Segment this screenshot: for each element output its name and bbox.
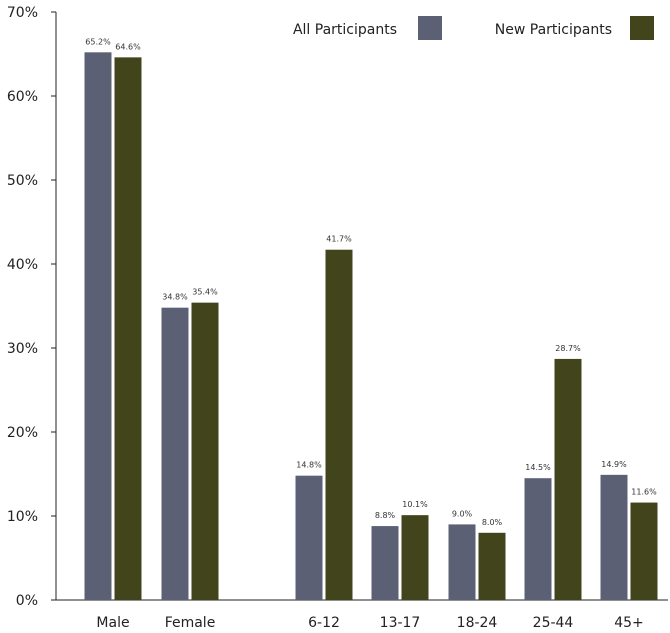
x-tick-label: 45+ [614,615,644,631]
x-tick-label: Male [96,615,129,631]
x-tick-label: 18-24 [457,615,498,631]
y-tick-label: 40% [7,257,38,273]
y-tick-label: 10% [7,509,38,525]
bar-new-participants [630,502,658,600]
bar-new-participants [325,249,353,600]
bar-new-participants [114,57,142,601]
y-tick-label: 50% [7,173,38,189]
bar-all-participants [524,478,552,600]
data-label: 14.5% [525,463,551,472]
data-label: 64.6% [115,42,141,51]
data-label: 41.7% [326,235,352,244]
bar-all-participants [600,474,628,600]
x-tick-label: 13-17 [380,615,421,631]
data-label: 14.9% [601,460,627,469]
x-tick-label: 25-44 [533,615,574,631]
y-tick-label: 70% [7,5,38,21]
data-label: 14.8% [296,461,322,470]
legend-swatch [418,16,442,40]
bar-all-participants [295,475,323,600]
bar-all-participants [161,307,189,600]
bar-new-participants [478,532,506,600]
legend-label: All Participants [293,22,397,38]
legend-label: New Participants [495,22,612,38]
y-tick-label: 30% [7,341,38,357]
bar-all-participants [84,52,112,600]
data-label: 28.7% [555,344,581,353]
data-label: 11.6% [631,488,657,497]
bar-new-participants [554,358,582,600]
bar-all-participants [448,524,476,600]
data-label: 9.0% [452,509,473,518]
data-label: 65.2% [85,37,111,46]
bar-new-participants [401,515,429,600]
x-tick-label: 6-12 [308,615,340,631]
y-tick-label: 60% [7,89,38,105]
data-label: 8.8% [375,511,396,520]
x-tick-label: Female [165,615,216,631]
bar-new-participants [191,302,219,600]
legend-swatch [630,16,654,40]
data-label: 10.1% [402,500,428,509]
data-label: 8.0% [482,518,503,527]
bar-all-participants [371,526,399,600]
data-label: 34.8% [162,293,188,302]
y-tick-label: 20% [7,425,38,441]
y-tick-label: 0% [16,593,38,609]
data-label: 35.4% [192,288,218,297]
